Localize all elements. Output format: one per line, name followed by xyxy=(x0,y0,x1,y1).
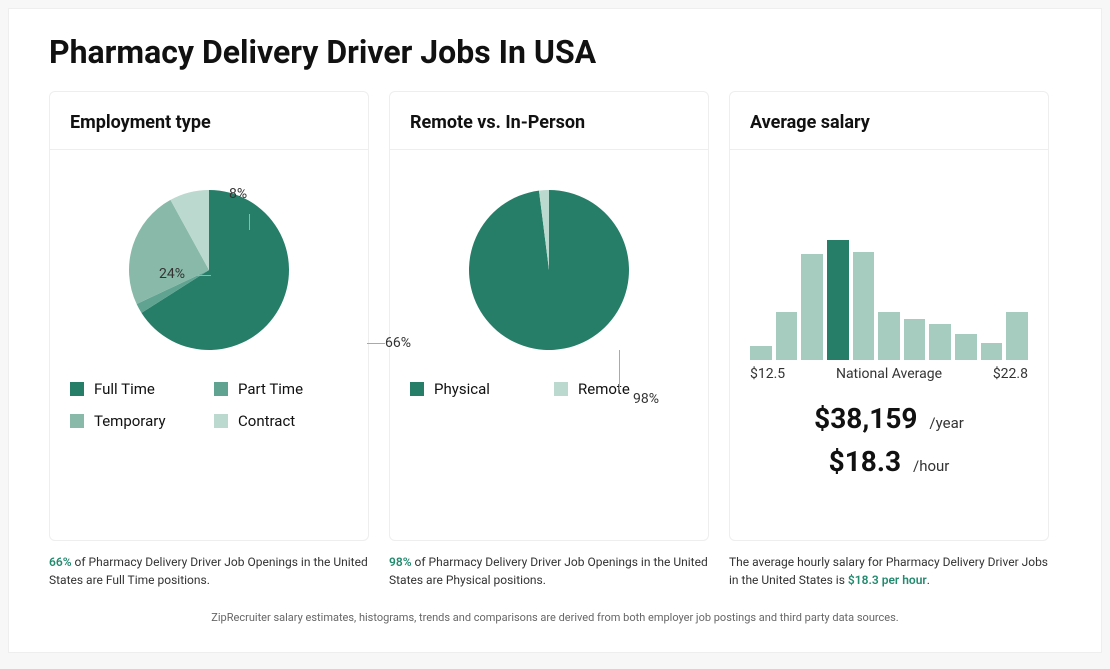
card-average-salary: Average salary $12.5 National Average $2… xyxy=(729,91,1049,541)
legend-label: Full Time xyxy=(94,380,155,398)
caption-text: of Pharmacy Delivery Driver Job Openings… xyxy=(389,555,708,587)
legend-swatch xyxy=(70,382,84,396)
axis-center: National Average xyxy=(836,366,942,382)
legend-item: Part Time xyxy=(214,380,348,398)
card-title: Remote vs. In-Person xyxy=(410,112,688,133)
employment-legend: Full Time Part Time Temporary Contract xyxy=(70,380,348,430)
salary-hour: $18.3 /hour xyxy=(750,445,1028,478)
legend-swatch xyxy=(214,382,228,396)
legend-label: Contract xyxy=(238,412,295,430)
histogram-bar xyxy=(1006,312,1028,360)
pie-callout: 8% xyxy=(229,186,247,202)
card-header: Employment type xyxy=(50,92,368,150)
histogram-bar xyxy=(955,334,977,360)
employment-pie: 66%24%8% xyxy=(129,190,289,350)
remote-pie: 98% xyxy=(469,190,629,350)
page-title: Pharmacy Delivery Driver Jobs In USA xyxy=(9,9,1101,91)
card-body: $12.5 National Average $22.8 $38,159 /ye… xyxy=(730,150,1048,540)
card-header: Remote vs. In-Person xyxy=(390,92,708,150)
histogram-bar xyxy=(878,312,900,360)
salary-hour-value: $18.3 xyxy=(829,445,901,478)
salary-hour-unit: /hour xyxy=(913,457,949,475)
card-remote-inperson: Remote vs. In-Person 98% Physical Remote xyxy=(389,91,709,541)
pie-callout: 24% xyxy=(159,266,185,282)
card-header: Average salary xyxy=(730,92,1048,150)
caption-remote: 98% of Pharmacy Delivery Driver Job Open… xyxy=(389,553,709,589)
legend-swatch xyxy=(70,414,84,428)
caption-text-post: . xyxy=(927,573,930,587)
caption-highlight: 98% xyxy=(389,555,412,569)
legend-swatch xyxy=(554,382,568,396)
salary-year: $38,159 /year xyxy=(750,402,1028,435)
card-employment-type: Employment type 66%24%8% Full Time Part T… xyxy=(49,91,369,541)
histogram-bar xyxy=(981,343,1003,360)
histogram-axis: $12.5 National Average $22.8 xyxy=(750,366,1028,382)
axis-left: $12.5 xyxy=(750,366,785,382)
legend-item: Full Time xyxy=(70,380,204,398)
histogram-bar xyxy=(904,319,926,360)
leader-line xyxy=(619,350,620,390)
leader-line xyxy=(249,214,250,230)
caption-salary: The average hourly salary for Pharmacy D… xyxy=(729,553,1049,589)
footer-text: ZipRecruiter salary estimates, histogram… xyxy=(9,589,1101,624)
card-title: Employment type xyxy=(70,112,348,133)
histogram-bar xyxy=(801,254,823,360)
caption-highlight: 66% xyxy=(49,555,72,569)
legend-item: Contract xyxy=(214,412,348,430)
salary-histogram xyxy=(750,240,1028,360)
legend-label: Part Time xyxy=(238,380,303,398)
card-body: 66%24%8% Full Time Part Time Temporary Cont… xyxy=(50,150,368,540)
histogram-bar xyxy=(929,324,951,360)
legend-item: Temporary xyxy=(70,412,204,430)
salary-year-unit: /year xyxy=(929,414,963,432)
axis-right: $22.8 xyxy=(993,366,1028,382)
histogram-bar xyxy=(827,240,849,360)
card-title: Average salary xyxy=(750,112,1028,133)
page-container: Pharmacy Delivery Driver Jobs In USA Emp… xyxy=(8,8,1102,653)
cards-row: Employment type 66%24%8% Full Time Part T… xyxy=(9,91,1101,541)
histogram-bar xyxy=(776,312,798,360)
legend-item: Remote xyxy=(554,380,688,398)
histogram-bar xyxy=(750,346,772,360)
captions-row: 66% of Pharmacy Delivery Driver Job Open… xyxy=(9,541,1101,589)
legend-item: Physical xyxy=(410,380,544,398)
caption-text: of Pharmacy Delivery Driver Job Openings… xyxy=(49,555,368,587)
leader-line xyxy=(187,275,211,276)
legend-swatch xyxy=(214,414,228,428)
legend-label: Temporary xyxy=(94,412,166,430)
leader-line xyxy=(367,343,385,344)
legend-label: Remote xyxy=(578,380,630,398)
salary-year-value: $38,159 xyxy=(814,402,917,435)
legend-label: Physical xyxy=(434,380,490,398)
card-body: 98% Physical Remote xyxy=(390,150,708,540)
pie-callout: 98% xyxy=(633,391,659,407)
caption-highlight: $18.3 per hour xyxy=(848,573,927,587)
legend-swatch xyxy=(410,382,424,396)
histogram-bar xyxy=(853,252,875,360)
caption-employment: 66% of Pharmacy Delivery Driver Job Open… xyxy=(49,553,369,589)
